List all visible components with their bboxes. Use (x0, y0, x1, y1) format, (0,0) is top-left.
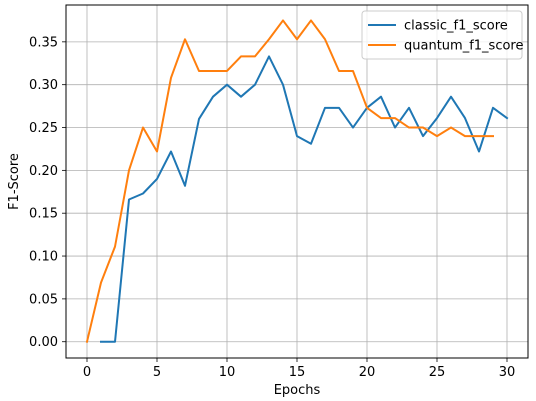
series-line-quantum (85, 19, 494, 343)
legend-label-classic: classic_f1_score (404, 19, 508, 34)
grid (66, 5, 528, 358)
legend-label-quantum: quantum_f1_score (404, 39, 523, 54)
series-line-classic (100, 55, 509, 343)
y-tick-label: 0.20 (29, 164, 58, 179)
y-axis-label: F1-Score (7, 153, 22, 210)
x-tick-label: 15 (289, 365, 306, 380)
x-tick-label: 0 (83, 365, 91, 380)
x-tick-label: 25 (429, 365, 446, 380)
x-tick-label: 30 (499, 365, 516, 380)
x-tick-label: 5 (153, 365, 161, 380)
series-lines (85, 19, 509, 343)
y-tick-label: 0.30 (29, 78, 58, 93)
y-tick-label: 0.25 (29, 121, 58, 136)
x-tick-label: 20 (359, 365, 376, 380)
y-tick-label: 0.35 (29, 35, 58, 50)
axis-ticks: 0 5 10 15 20 25 30 0.00 0.05 0.10 0.15 0.20 0.25 0.30… (29, 35, 515, 380)
y-tick-label: 0.00 (29, 335, 58, 350)
x-axis-label: Epochs (274, 383, 321, 398)
legend-box (361, 10, 523, 60)
legend: classic_f1_score quantum_f1_score (361, 10, 523, 60)
x-tick-label: 10 (219, 365, 236, 380)
y-tick-label: 0.05 (29, 292, 58, 307)
y-tick-label: 0.10 (29, 250, 58, 265)
y-tick-label: 0.15 (29, 207, 58, 222)
